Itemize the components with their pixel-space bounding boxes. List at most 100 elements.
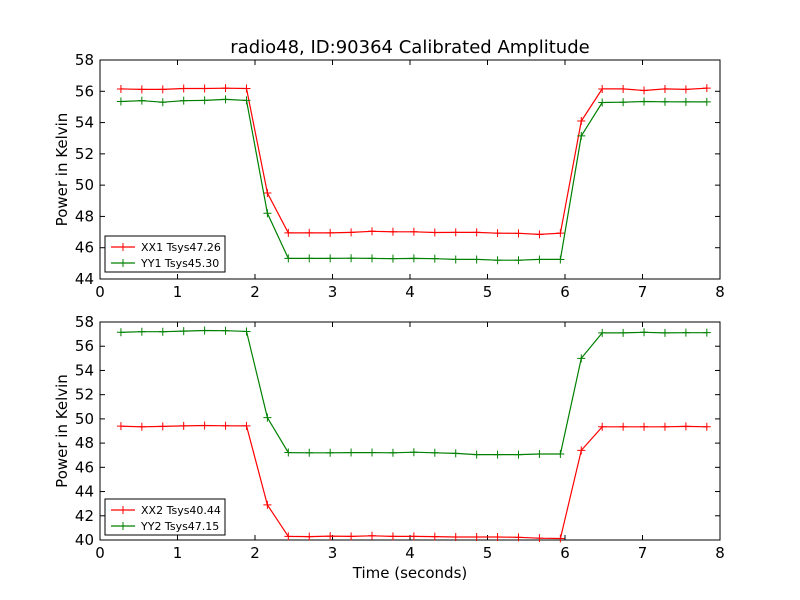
data-point-marker bbox=[179, 421, 188, 430]
data-point-marker bbox=[535, 230, 544, 239]
y-axis-label: Power in Kelvin bbox=[53, 374, 71, 488]
data-point-marker bbox=[493, 229, 502, 238]
data-point-marker bbox=[242, 96, 251, 105]
data-point-marker bbox=[598, 84, 607, 93]
data-point-marker bbox=[681, 422, 690, 431]
data-point-marker bbox=[640, 328, 649, 337]
data-point-marker bbox=[409, 227, 418, 236]
x-tick-label: 6 bbox=[560, 544, 570, 562]
data-point-marker bbox=[179, 327, 188, 336]
legend-entry-label: XX1 Tsys47.26 bbox=[141, 241, 221, 254]
data-point-marker bbox=[702, 84, 711, 93]
data-point-marker bbox=[514, 229, 523, 238]
legend-swatch-marker bbox=[119, 522, 127, 530]
data-point-marker bbox=[409, 254, 418, 263]
data-point-marker bbox=[116, 84, 125, 93]
data-point-marker bbox=[493, 256, 502, 265]
data-point-marker bbox=[326, 228, 335, 237]
data-point-marker bbox=[619, 328, 628, 337]
data-point-marker bbox=[702, 328, 711, 337]
data-point-marker bbox=[472, 532, 481, 541]
x-tick-label: 6 bbox=[560, 283, 570, 301]
data-point-marker bbox=[451, 532, 460, 541]
data-point-marker bbox=[660, 84, 669, 93]
data-point-marker bbox=[430, 228, 439, 237]
data-point-marker bbox=[514, 533, 523, 542]
x-tick-label: 3 bbox=[328, 283, 338, 301]
y-tick-label: 42 bbox=[75, 507, 94, 525]
data-point-marker bbox=[388, 532, 397, 541]
data-point-marker bbox=[388, 448, 397, 457]
data-point-marker bbox=[556, 229, 565, 238]
y-tick-label: 52 bbox=[75, 386, 94, 404]
data-point-marker bbox=[305, 448, 314, 457]
data-point-marker bbox=[284, 532, 293, 541]
x-tick-label: 7 bbox=[638, 283, 648, 301]
data-point-marker bbox=[116, 328, 125, 337]
data-point-marker bbox=[347, 228, 356, 237]
y-tick-label: 40 bbox=[75, 531, 94, 549]
x-tick-label: 0 bbox=[95, 544, 105, 562]
data-point-marker bbox=[493, 450, 502, 459]
chart-title: radio48, ID:90364 Calibrated Amplitude bbox=[230, 37, 589, 58]
data-point-marker bbox=[640, 422, 649, 431]
x-tick-label: 2 bbox=[250, 283, 260, 301]
data-point-marker bbox=[451, 255, 460, 264]
data-point-marker bbox=[242, 84, 251, 93]
y-tick-label: 52 bbox=[75, 145, 94, 163]
y-tick-label: 50 bbox=[75, 176, 94, 194]
data-point-marker bbox=[326, 254, 335, 263]
x-tick-label: 8 bbox=[715, 544, 725, 562]
y-tick-label: 58 bbox=[75, 51, 94, 69]
x-tick-label: 0 bbox=[95, 283, 105, 301]
data-point-marker bbox=[430, 532, 439, 541]
y-tick-label: 54 bbox=[75, 114, 94, 132]
data-point-marker bbox=[619, 98, 628, 107]
data-point-marker bbox=[221, 326, 230, 335]
x-axis-label: Time (seconds) bbox=[352, 564, 468, 582]
data-point-marker bbox=[619, 84, 628, 93]
data-point-marker bbox=[200, 421, 209, 430]
data-point-marker bbox=[660, 422, 669, 431]
data-point-marker bbox=[305, 228, 314, 237]
x-tick-label: 4 bbox=[405, 283, 415, 301]
y-tick-label: 44 bbox=[75, 483, 94, 501]
x-tick-label: 7 bbox=[638, 544, 648, 562]
data-point-marker bbox=[305, 532, 314, 541]
data-point-marker bbox=[158, 327, 167, 336]
y-tick-label: 58 bbox=[75, 313, 94, 331]
legend-swatch-marker bbox=[119, 259, 127, 267]
data-point-marker bbox=[409, 532, 418, 541]
y-tick-label: 50 bbox=[75, 410, 94, 428]
data-point-marker bbox=[179, 96, 188, 105]
data-point-marker bbox=[347, 532, 356, 541]
legend-entry-label: YY2 Tsys47.15 bbox=[140, 520, 219, 533]
data-point-marker bbox=[137, 85, 146, 94]
data-point-marker bbox=[368, 254, 377, 263]
data-point-marker bbox=[577, 117, 586, 126]
y-tick-label: 56 bbox=[75, 337, 94, 355]
data-point-marker bbox=[326, 448, 335, 457]
legend-entry-label: YY1 Tsys45.30 bbox=[140, 257, 219, 270]
data-point-marker bbox=[556, 255, 565, 264]
data-point-marker bbox=[347, 448, 356, 457]
data-point-marker bbox=[388, 227, 397, 236]
data-point-marker bbox=[284, 448, 293, 457]
data-point-marker bbox=[660, 97, 669, 106]
data-point-marker bbox=[598, 98, 607, 107]
data-point-marker bbox=[326, 532, 335, 541]
x-tick-label: 2 bbox=[250, 544, 260, 562]
data-point-marker bbox=[137, 96, 146, 105]
data-point-marker bbox=[263, 413, 272, 422]
data-point-marker bbox=[660, 328, 669, 337]
data-point-marker bbox=[179, 84, 188, 93]
data-point-marker bbox=[368, 531, 377, 540]
y-tick-label: 54 bbox=[75, 361, 94, 379]
data-point-marker bbox=[221, 84, 230, 93]
data-point-marker bbox=[535, 450, 544, 459]
y-tick-label: 48 bbox=[75, 434, 94, 452]
data-point-marker bbox=[158, 98, 167, 107]
data-point-marker bbox=[472, 450, 481, 459]
data-point-marker bbox=[158, 85, 167, 94]
